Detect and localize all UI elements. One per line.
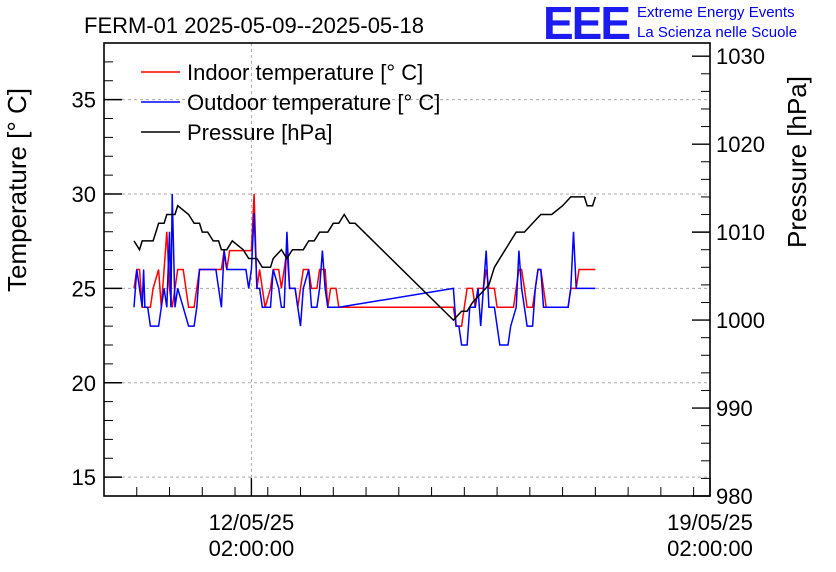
x-tick-label-date: 19/05/25 — [667, 510, 753, 535]
left-tick-label: 15 — [72, 465, 96, 490]
y-axis-label-pressure: Pressure [hPa] — [782, 76, 812, 248]
series-line-indoor — [133, 193, 596, 327]
legend: Indoor temperature [° C] Outdoor temperat… — [141, 60, 440, 145]
series-lines — [133, 193, 597, 346]
series-line-pressure — [133, 196, 597, 322]
legend-indoor-label: Indoor temperature [° C] — [187, 60, 423, 85]
right-tick-label: 1020 — [716, 132, 765, 157]
left-tick-label: 30 — [72, 182, 96, 207]
right-tick-label: 1000 — [716, 308, 765, 333]
logo-tagline-1: Extreme Energy Events — [637, 4, 795, 21]
right-tick-label: 1010 — [716, 220, 765, 245]
left-tick-label: 35 — [72, 88, 96, 113]
series-line-outdoor — [133, 193, 596, 346]
logo-tagline-2: La Scienza nelle Scuole — [637, 24, 798, 41]
x-tick-label-time: 02:00:00 — [667, 536, 753, 561]
left-tick-label: 20 — [72, 371, 96, 396]
y-axis-label-temperature: Temperature [° C] — [2, 88, 32, 292]
right-tick-label: 990 — [716, 396, 753, 421]
left-tick-label: 25 — [72, 276, 96, 301]
x-tick-label-date: 12/05/25 — [209, 510, 295, 535]
legend-pressure-label: Pressure [hPa] — [187, 120, 333, 145]
grid — [104, 43, 711, 496]
axes: 15 20 25 30 35 980 990 1000 1010 1020 1030 12/05/25… — [72, 42, 765, 561]
eee-logo: EEE — [543, 0, 631, 49]
x-tick-label-time: 02:00:00 — [209, 536, 295, 561]
right-tick-label: 980 — [716, 484, 753, 509]
chart-title: FERM-01 2025-05-09--2025-05-18 — [84, 13, 424, 38]
legend-outdoor-label: Outdoor temperature [° C] — [187, 90, 440, 115]
right-tick-label: 1030 — [716, 44, 765, 69]
